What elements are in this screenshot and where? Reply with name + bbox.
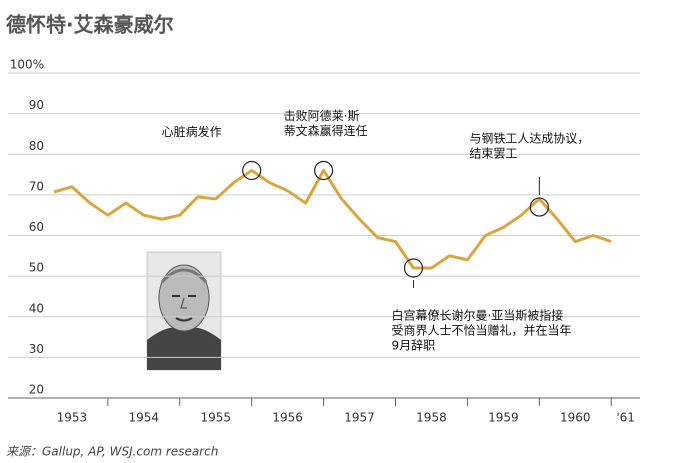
y-tick-label: 70 — [29, 179, 44, 193]
x-tick-label: 1953 — [57, 411, 88, 425]
annotation-text: 心脏病发作 — [162, 124, 222, 139]
x-tick-label: 1956 — [272, 411, 303, 425]
annotation-text: 蒂文森赢得连任 — [284, 123, 368, 138]
annotation-text: 结束罢工 — [469, 147, 517, 161]
annotation-text: 白宫幕僚长谢尔曼·亚当斯被指接 — [391, 308, 563, 323]
x-tick-label: 1954 — [129, 411, 160, 425]
y-tick-label: 20 — [29, 383, 44, 397]
x-tick-label: 1957 — [344, 411, 375, 425]
source: 来源：Gallup, AP, WSJ.com research — [6, 445, 218, 459]
annotation-text: 9月辞职 — [391, 338, 435, 353]
chart-title: 德怀特·艾森豪威尔 — [6, 13, 174, 37]
y-tick-label: 50 — [29, 261, 44, 275]
annotation-circle — [529, 197, 549, 217]
annotation-circle — [403, 258, 424, 278]
x-tick-label: 1958 — [416, 411, 447, 425]
x-tick-label: 1960 — [560, 411, 591, 425]
portrait — [146, 251, 222, 371]
annotation-circle — [313, 160, 334, 181]
y-tick-label: 80 — [29, 139, 44, 153]
x-tick-label: 1959 — [488, 411, 519, 425]
x-tick-label: '61 — [616, 411, 635, 425]
annotation-text: 与钢铁工人达成协议， — [469, 131, 589, 146]
annotation-text: 击败阿德莱·斯 — [284, 108, 360, 123]
y-tick-label: 60 — [29, 220, 44, 234]
y-tick-label: 100% — [10, 58, 44, 72]
line-series — [53, 169, 612, 270]
y-tick-label: 90 — [29, 98, 44, 112]
y-tick-label: 40 — [29, 301, 44, 315]
annotation-text: 受商界人士不恰当赠礼，并在当年 — [391, 323, 571, 338]
x-tick-label: 1955 — [200, 411, 231, 425]
y-tick-label: 30 — [29, 342, 44, 356]
annotation-circle — [242, 160, 262, 181]
